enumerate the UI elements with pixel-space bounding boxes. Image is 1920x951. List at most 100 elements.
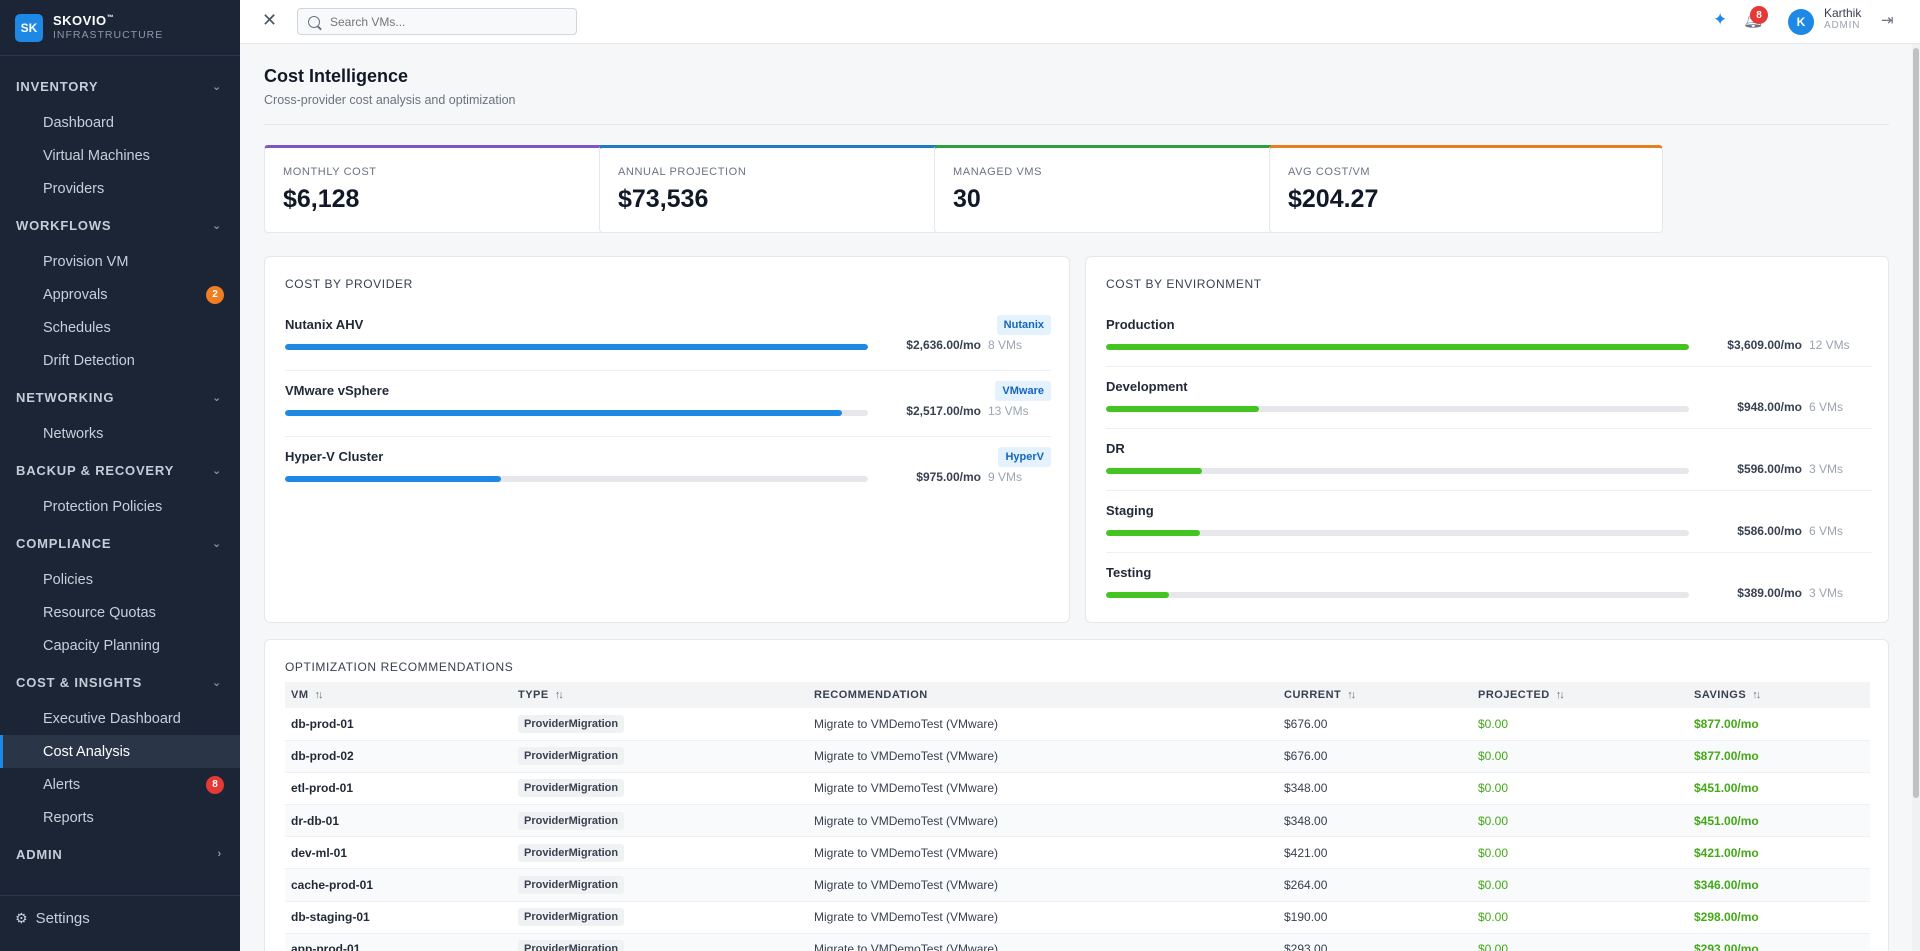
- kpi-value: $204.27: [1288, 185, 1379, 213]
- provider-row: VMware vSphere VMware $2,517.00/mo 13 VMs: [285, 371, 1051, 437]
- sidebar-item-cost-analysis[interactable]: Cost Analysis: [0, 735, 240, 768]
- recommendations-table: VM ↑↓ TYPE ↑↓ RECOMMENDATION CURRENT ↑↓ PROJECT…: [285, 682, 1870, 951]
- sidebar-item-virtual-machines[interactable]: Virtual Machines: [0, 139, 240, 172]
- sidebar-nav: INVENTORY ⌄ Dashboard Virtual Machines Provi…: [0, 56, 240, 874]
- column-header-projected[interactable]: PROJECTED ↑↓: [1472, 682, 1688, 708]
- type-cell: ProviderMigration: [512, 901, 808, 933]
- vm-name-cell: db-prod-02: [291, 749, 354, 764]
- sidebar-item-label: Cost Analysis: [43, 743, 131, 760]
- recommendation-cell: Migrate to VMDemoTest (VMware): [814, 910, 999, 925]
- sort-icon[interactable]: ↑↓: [1347, 689, 1356, 701]
- user-info[interactable]: Karthik ADMIN: [1824, 6, 1861, 32]
- vm-name-cell: db-prod-01: [291, 716, 354, 731]
- sort-icon[interactable]: ↑↓: [554, 689, 564, 701]
- divider: [264, 124, 1889, 125]
- table-row[interactable]: db-prod-01 ProviderMigration Migrate to VM…: [285, 708, 1870, 741]
- logout-icon[interactable]: ⇥: [1881, 12, 1894, 29]
- sidebar-item-resource-quotas[interactable]: Resource Quotas: [0, 596, 240, 629]
- projected-cost-cell: $0.00: [1478, 910, 1509, 925]
- environment-name: Production: [1106, 317, 1175, 332]
- projected-cost-cell: $0.00: [1478, 716, 1509, 731]
- provider-vm-count: 9 VMs: [988, 470, 1023, 484]
- type-badge: ProviderMigration: [518, 811, 625, 830]
- page-title: Cost Intelligence: [264, 66, 409, 86]
- sidebar-item-approvals[interactable]: Approvals 2: [0, 278, 240, 311]
- kpi-card-annual-projection: ANNUAL PROJECTION $73,536: [599, 145, 993, 233]
- brand-name: SKOVIO: [53, 12, 107, 28]
- sparkle-icon[interactable]: ✦: [1713, 10, 1728, 29]
- sidebar-item-reports[interactable]: Reports: [0, 801, 240, 834]
- savings-cell: $877.00/mo: [1694, 716, 1759, 731]
- table-row[interactable]: db-prod-02 ProviderMigration Migrate to VM…: [285, 740, 1870, 773]
- table-row[interactable]: app-prod-01 ProviderMigration Migrate to V…: [285, 933, 1870, 951]
- sort-icon[interactable]: ↑↓: [1752, 689, 1761, 701]
- provider-bar-fill: [285, 476, 501, 482]
- sidebar-item-networks[interactable]: Networks: [0, 417, 240, 450]
- type-badge: ProviderMigration: [518, 908, 625, 927]
- sidebar-item-label: Virtual Machines: [43, 147, 150, 164]
- panel-title: OPTIMIZATION RECOMMENDATIONS: [285, 660, 514, 674]
- scrollbar-thumb[interactable]: [1913, 48, 1919, 798]
- nav-section-label: ADMIN: [16, 846, 63, 862]
- sort-icon[interactable]: ↑↓: [314, 689, 324, 701]
- environment-bar-track: [1106, 344, 1689, 350]
- user-role: ADMIN: [1824, 20, 1861, 32]
- column-header-type[interactable]: TYPE ↑↓: [512, 682, 808, 708]
- table-row[interactable]: cache-prod-01 ProviderMigration Migrate to…: [285, 868, 1870, 902]
- close-icon[interactable]: ✕: [262, 10, 278, 30]
- sidebar-item-policies[interactable]: Policies: [0, 563, 240, 596]
- avatar[interactable]: K: [1788, 9, 1814, 35]
- vm-name-cell: app-prod-01: [291, 942, 361, 951]
- sidebar-item-capacity-planning[interactable]: Capacity Planning: [0, 629, 240, 662]
- current-cost-cell: $348.00: [1284, 781, 1328, 796]
- sort-icon[interactable]: ↑↓: [1555, 689, 1565, 701]
- savings-cell: $451.00/mo: [1694, 781, 1759, 796]
- nav-section-networking[interactable]: NETWORKING ⌄: [0, 377, 240, 417]
- column-header-vm[interactable]: VM ↑↓: [285, 682, 512, 708]
- sidebar-item-provision-vm[interactable]: Provision VM: [0, 245, 240, 278]
- provider-bar-track: [285, 476, 868, 482]
- nav-section-cost-insights[interactable]: COST & INSIGHTS ⌄: [0, 662, 240, 702]
- sidebar-item-executive-dashboard[interactable]: Executive Dashboard: [0, 702, 240, 735]
- brand[interactable]: SK SKOVIO™ INFRASTRUCTURE: [0, 0, 240, 56]
- scrollbar[interactable]: [1912, 44, 1920, 951]
- current-cost-cell: $293.00: [1284, 942, 1328, 951]
- sidebar-item-dashboard[interactable]: Dashboard: [0, 106, 240, 139]
- environment-bar-track: [1106, 592, 1689, 598]
- brand-logo: SK: [15, 13, 43, 42]
- table-row[interactable]: db-staging-01 ProviderMigration Migrate to…: [285, 901, 1870, 934]
- savings-cell: $298.00/mo: [1694, 910, 1759, 925]
- type-cell: ProviderMigration: [512, 933, 808, 951]
- nav-section-label: BACKUP & RECOVERY: [16, 462, 175, 478]
- nav-section-admin[interactable]: ADMIN ›: [0, 834, 240, 874]
- nav-section-workflows[interactable]: WORKFLOWS ⌄: [0, 205, 240, 245]
- provider-bar-track: [285, 344, 868, 350]
- table-row[interactable]: etl-prod-01 ProviderMigration Migrate to V…: [285, 772, 1870, 805]
- nav-section-label: NETWORKING: [16, 389, 115, 405]
- sidebar-item-alerts[interactable]: Alerts 8: [0, 768, 240, 801]
- sidebar-item-providers[interactable]: Providers: [0, 172, 240, 205]
- sidebar-item-drift-detection[interactable]: Drift Detection: [0, 344, 240, 377]
- sidebar-item-label: Executive Dashboard: [43, 710, 181, 727]
- environment-name: Development: [1106, 379, 1188, 394]
- type-badge: ProviderMigration: [518, 876, 625, 895]
- kpi-label: MANAGED VMS: [953, 166, 1043, 178]
- search-box[interactable]: [297, 8, 577, 35]
- sidebar-item-label: Schedules: [43, 319, 111, 336]
- column-header-current[interactable]: CURRENT ↑↓: [1278, 682, 1472, 708]
- table-row[interactable]: dev-ml-01 ProviderMigration Migrate to VMD…: [285, 837, 1870, 869]
- sidebar-item-schedules[interactable]: Schedules: [0, 311, 240, 344]
- search-input[interactable]: [330, 14, 550, 29]
- nav-section-compliance[interactable]: COMPLIANCE ⌄: [0, 523, 240, 563]
- provider-amount: $975.00/mo: [916, 470, 981, 484]
- nav-section-backup-recovery[interactable]: BACKUP & RECOVERY ⌄: [0, 450, 240, 490]
- column-header-label: SAVINGS: [1694, 689, 1747, 701]
- settings-link[interactable]: ⚙ Settings: [0, 895, 240, 941]
- type-cell: ProviderMigration: [512, 837, 808, 869]
- column-header-label: PROJECTED: [1478, 689, 1550, 701]
- nav-section-inventory[interactable]: INVENTORY ⌄: [0, 66, 240, 106]
- table-row[interactable]: dr-db-01 ProviderMigration Migrate to VMDe…: [285, 804, 1870, 837]
- sidebar-item-label: Resource Quotas: [43, 604, 156, 621]
- column-header-savings[interactable]: SAVINGS ↑↓: [1688, 682, 1870, 708]
- sidebar-item-protection-policies[interactable]: Protection Policies: [0, 490, 240, 523]
